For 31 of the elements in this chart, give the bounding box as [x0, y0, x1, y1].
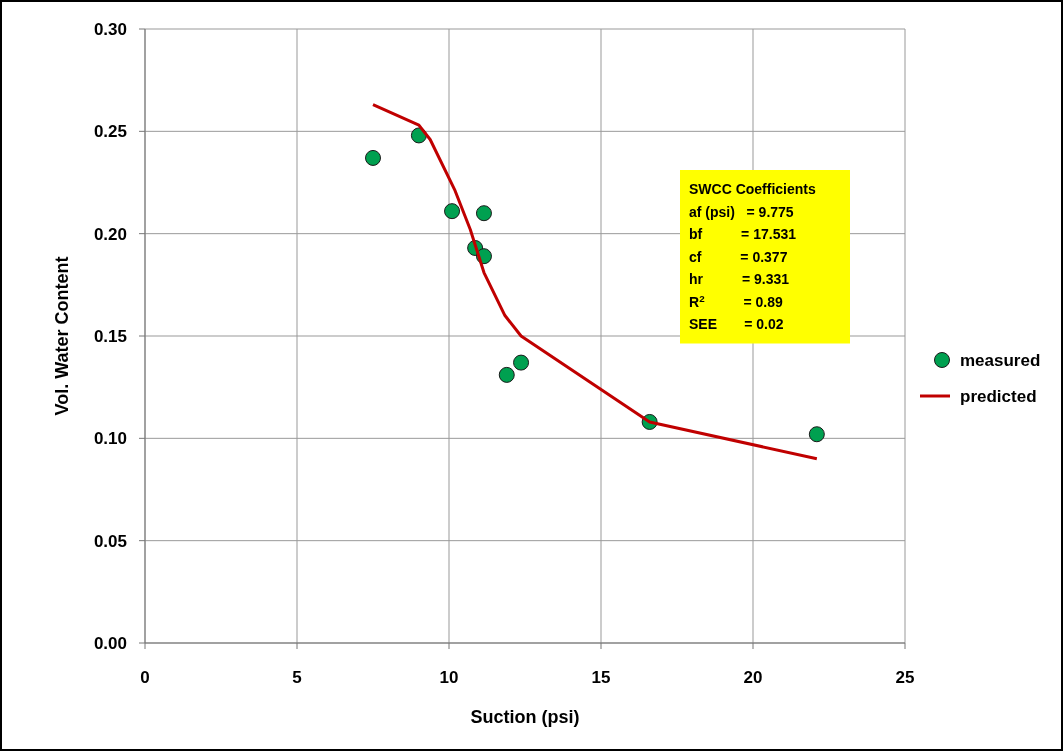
point: [365, 149, 381, 166]
x-tick-label: 25: [895, 668, 915, 687]
y-tick-label: 0.15: [93, 327, 127, 346]
x-tick-label: 20: [743, 668, 763, 687]
x-tick-label: 5: [292, 668, 302, 687]
x-tick-label: 0: [140, 668, 150, 687]
y-tick-label: 0.25: [93, 122, 127, 142]
point: [475, 205, 492, 222]
y-tick-label: 0.20: [93, 224, 127, 244]
point: [498, 366, 515, 383]
annotation: cf = 0.377: [689, 248, 788, 265]
x-tick-label: 10: [439, 668, 459, 687]
y-tick-label: 0.30: [93, 20, 127, 39]
y-tick-label: 0.05: [93, 531, 127, 551]
y-axis-title: Vol. Water Content: [52, 256, 72, 416]
legend-label: measured: [960, 351, 1041, 370]
annotation: SWCC Coefficients: [689, 181, 816, 197]
y-tick-label: 0.10: [93, 429, 127, 449]
point: [444, 203, 461, 220]
line-series: [371, 103, 819, 461]
y-tick-label: 0.00: [93, 634, 127, 653]
annotation: af (psi) = 9.775: [689, 203, 794, 220]
text: R$^{2}$ = 0.89: [689, 292, 783, 310]
x-axis-title: Suction (psi): [470, 707, 580, 727]
annotation: hr = 9.331: [689, 271, 790, 287]
point: [808, 426, 825, 443]
x-tick-label: 15: [591, 668, 611, 687]
annotation: bf = 17.531: [689, 226, 797, 242]
legend-label: predicted: [960, 387, 1037, 406]
point: [513, 354, 530, 371]
annotation: SEE = 0.02: [689, 316, 784, 332]
